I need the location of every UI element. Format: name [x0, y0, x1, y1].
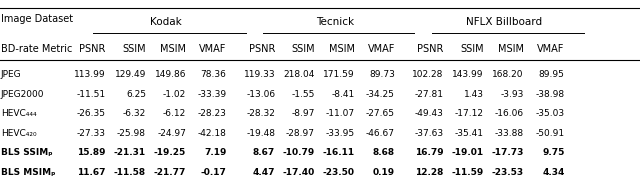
Text: -16.11: -16.11 [323, 148, 355, 157]
Text: BLS SSIMₚ: BLS SSIMₚ [1, 148, 52, 157]
Text: Kodak: Kodak [150, 17, 182, 27]
Text: 11.67: 11.67 [77, 168, 106, 176]
Text: -17.40: -17.40 [283, 168, 315, 176]
Text: -3.93: -3.93 [500, 90, 524, 99]
Text: 9.75: 9.75 [542, 148, 564, 157]
Text: -33.95: -33.95 [325, 129, 355, 138]
Text: 78.36: 78.36 [201, 70, 227, 79]
Text: 113.99: 113.99 [74, 70, 106, 79]
Text: -37.63: -37.63 [414, 129, 444, 138]
Text: -11.59: -11.59 [452, 168, 484, 176]
Text: -25.98: -25.98 [117, 129, 146, 138]
Text: 4.47: 4.47 [253, 168, 275, 176]
Text: -11.07: -11.07 [325, 109, 355, 118]
Text: 102.28: 102.28 [412, 70, 444, 79]
Text: -6.32: -6.32 [123, 109, 146, 118]
Text: -49.43: -49.43 [415, 109, 444, 118]
Text: -21.77: -21.77 [154, 168, 186, 176]
Text: -19.01: -19.01 [452, 148, 484, 157]
Text: 6.25: 6.25 [126, 90, 146, 99]
Text: -24.97: -24.97 [157, 129, 186, 138]
Text: -46.67: -46.67 [366, 129, 395, 138]
Text: 1.43: 1.43 [464, 90, 484, 99]
Text: -8.97: -8.97 [291, 109, 315, 118]
Text: SSIM: SSIM [460, 44, 484, 54]
Text: -11.51: -11.51 [76, 90, 106, 99]
Text: -33.88: -33.88 [494, 129, 524, 138]
Text: VMAF: VMAF [537, 44, 564, 54]
Text: SSIM: SSIM [291, 44, 315, 54]
Text: Tecnick: Tecnick [316, 17, 355, 27]
Text: 143.99: 143.99 [452, 70, 484, 79]
Text: 4.34: 4.34 [542, 168, 564, 176]
Text: 149.86: 149.86 [155, 70, 186, 79]
Text: MSIM: MSIM [497, 44, 524, 54]
Text: -1.02: -1.02 [163, 90, 186, 99]
Text: -19.25: -19.25 [154, 148, 186, 157]
Text: BLS MSIMₚ: BLS MSIMₚ [1, 168, 55, 176]
Text: -33.39: -33.39 [197, 90, 227, 99]
Text: -50.91: -50.91 [535, 129, 564, 138]
Text: -27.65: -27.65 [366, 109, 395, 118]
Text: 8.67: 8.67 [253, 148, 275, 157]
Text: VMAF: VMAF [199, 44, 227, 54]
Text: -19.48: -19.48 [246, 129, 275, 138]
Text: VMAF: VMAF [367, 44, 395, 54]
Text: JPEG: JPEG [1, 70, 21, 79]
Text: -23.53: -23.53 [492, 168, 524, 176]
Text: -17.12: -17.12 [455, 109, 484, 118]
Text: -28.32: -28.32 [246, 109, 275, 118]
Text: MSIM: MSIM [160, 44, 186, 54]
Text: PSNR: PSNR [417, 44, 444, 54]
Text: 89.73: 89.73 [369, 70, 395, 79]
Text: BD-rate Metric: BD-rate Metric [1, 44, 72, 54]
Text: 12.28: 12.28 [415, 168, 444, 176]
Text: PSNR: PSNR [249, 44, 275, 54]
Text: -27.81: -27.81 [415, 90, 444, 99]
Text: -23.50: -23.50 [323, 168, 355, 176]
Text: Image Dataset: Image Dataset [1, 14, 73, 24]
Text: 89.95: 89.95 [539, 70, 564, 79]
Text: SSIM: SSIM [122, 44, 146, 54]
Text: 129.49: 129.49 [115, 70, 146, 79]
Text: -35.03: -35.03 [535, 109, 564, 118]
Text: -35.41: -35.41 [455, 129, 484, 138]
Text: -0.17: -0.17 [201, 168, 227, 176]
Text: -6.12: -6.12 [163, 109, 186, 118]
Text: -1.55: -1.55 [291, 90, 315, 99]
Text: 16.79: 16.79 [415, 148, 444, 157]
Text: -38.98: -38.98 [535, 90, 564, 99]
Text: 8.68: 8.68 [372, 148, 395, 157]
Text: -26.35: -26.35 [77, 109, 106, 118]
Text: -28.97: -28.97 [286, 129, 315, 138]
Text: -28.23: -28.23 [198, 109, 227, 118]
Text: JPEG2000: JPEG2000 [1, 90, 44, 99]
Text: HEVC₄₄₄: HEVC₄₄₄ [1, 109, 36, 118]
Text: 168.20: 168.20 [492, 70, 524, 79]
Text: NFLX Billboard: NFLX Billboard [467, 17, 542, 27]
Text: -17.73: -17.73 [491, 148, 524, 157]
Text: 171.59: 171.59 [323, 70, 355, 79]
Text: 15.89: 15.89 [77, 148, 106, 157]
Text: 119.33: 119.33 [244, 70, 275, 79]
Text: 0.19: 0.19 [372, 168, 395, 176]
Text: 7.19: 7.19 [204, 148, 227, 157]
Text: -42.18: -42.18 [198, 129, 227, 138]
Text: -34.25: -34.25 [366, 90, 395, 99]
Text: -27.33: -27.33 [77, 129, 106, 138]
Text: -11.58: -11.58 [114, 168, 146, 176]
Text: PSNR: PSNR [79, 44, 106, 54]
Text: -16.06: -16.06 [494, 109, 524, 118]
Text: -21.31: -21.31 [114, 148, 146, 157]
Text: -10.79: -10.79 [283, 148, 315, 157]
Text: MSIM: MSIM [328, 44, 355, 54]
Text: -13.06: -13.06 [246, 90, 275, 99]
Text: 218.04: 218.04 [284, 70, 315, 79]
Text: -8.41: -8.41 [332, 90, 355, 99]
Text: HEVC₄₂₀: HEVC₄₂₀ [1, 129, 36, 138]
